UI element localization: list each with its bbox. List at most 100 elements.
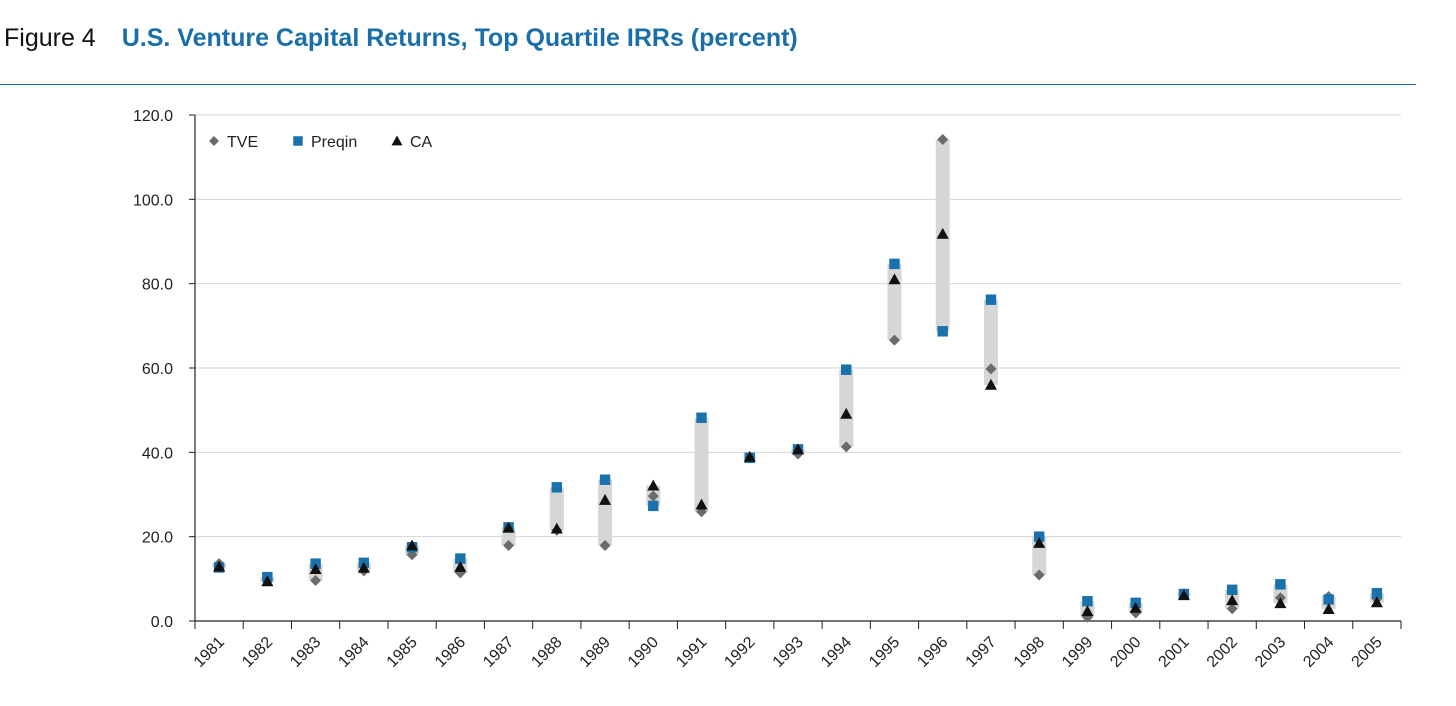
x-tick-label: 1997: [963, 634, 1000, 671]
x-tick-label: 1985: [384, 634, 421, 671]
figure-label: Figure 4: [4, 24, 96, 52]
tve-point: [985, 363, 997, 375]
x-tick-label: 2001: [1156, 634, 1193, 671]
gridlines: [195, 114, 1401, 538]
x-tick-label: 1981: [191, 634, 228, 671]
ca-point: [1177, 589, 1190, 601]
ca-point: [598, 493, 612, 505]
ca-point: [1322, 603, 1335, 615]
x-tick-label: 1992: [721, 634, 758, 671]
ca-point: [1129, 601, 1142, 613]
x-tick-label: 1984: [335, 634, 372, 671]
range-bands: [212, 139, 1384, 618]
ca-point: [550, 522, 563, 534]
x-tick-label: 1991: [673, 634, 710, 671]
tve-point: [840, 441, 852, 453]
tve-legend-label: TVE: [227, 134, 258, 151]
preqin-legend-marker: [293, 136, 303, 146]
ca-point: [888, 273, 901, 285]
x-tick-label: 2004: [1300, 634, 1337, 671]
y-tick-label: 40.0: [142, 445, 173, 462]
tve-point: [310, 575, 322, 587]
x-tick-label: 1998: [1011, 634, 1048, 671]
x-tick-label: 1995: [866, 634, 903, 671]
preqin-point: [1033, 531, 1045, 542]
ca-point: [647, 479, 660, 491]
legend: TVE Preqin CA: [209, 134, 433, 151]
range-band: [598, 479, 613, 546]
ca-legend-marker: [391, 135, 403, 146]
x-tick-label: 1986: [432, 634, 469, 671]
ca-point: [1226, 594, 1239, 606]
ca-point: [1274, 597, 1287, 609]
series-marks: [213, 133, 1383, 623]
preqin-point: [696, 412, 707, 423]
ca-point: [406, 539, 419, 551]
ca-point: [1033, 536, 1046, 548]
y-tick-label: 100.0: [133, 192, 173, 209]
x-tick-label: 1990: [625, 634, 662, 671]
x-tick-label: 2005: [1349, 634, 1386, 671]
range-band: [549, 487, 564, 531]
ca-point: [840, 407, 853, 419]
x-tick-label: 1982: [239, 634, 276, 671]
ca-point: [357, 561, 370, 573]
x-tick-label: 1989: [577, 634, 614, 671]
tve-point: [1226, 603, 1238, 615]
x-tick-label: 1993: [770, 634, 807, 671]
ca-point: [261, 575, 274, 587]
tve-point: [599, 540, 611, 552]
tve-point: [888, 334, 900, 346]
preqin-point: [937, 326, 948, 337]
preqin-point: [1275, 579, 1286, 590]
ca-point: [791, 443, 805, 455]
x-tick-label: 1994: [818, 634, 855, 671]
x-tick-label: 2003: [1252, 634, 1289, 671]
y-axis-ticks: 0.0 20.0 40.0 60.0 80.0 100.0 120.0: [133, 108, 173, 631]
range-band: [983, 299, 998, 385]
preqin-point: [599, 474, 611, 485]
preqin-point: [551, 482, 563, 493]
x-tick-label: 2002: [1204, 634, 1241, 671]
x-tick-label: 2000: [1107, 634, 1144, 671]
preqin-point: [1082, 595, 1093, 607]
preqin-point: [985, 294, 997, 305]
preqin-legend-label: Preqin: [311, 134, 357, 151]
y-tick-label: 20.0: [142, 530, 173, 547]
y-tick-label: 80.0: [142, 277, 173, 294]
tve-point: [503, 540, 515, 552]
preqin-point: [1371, 587, 1383, 599]
preqin-point: [889, 258, 900, 270]
preqin-point: [841, 364, 852, 375]
tve-point: [647, 490, 659, 502]
range-band: [694, 417, 709, 512]
x-tick-label: 1987: [480, 634, 517, 671]
ca-point: [743, 450, 756, 462]
tve-point: [1033, 569, 1045, 581]
preqin-point: [455, 553, 466, 564]
y-tick-label: 60.0: [142, 361, 173, 378]
figure-title: U.S. Venture Capital Returns, Top Quarti…: [121, 24, 798, 52]
y-tick-label: 0.0: [151, 614, 173, 631]
header-divider: [0, 84, 1416, 85]
ca-point: [1370, 596, 1383, 608]
x-tick-label: 1996: [914, 634, 951, 671]
x-tick-label: 1999: [1059, 634, 1096, 671]
ca-point: [502, 521, 515, 533]
tve-legend-marker: [209, 136, 219, 146]
y-tick-label: 120.0: [133, 108, 173, 125]
axes: [189, 114, 1402, 629]
figure-header: Figure 4 U.S. Venture Capital Returns, T…: [4, 24, 798, 60]
ca-point: [309, 563, 322, 574]
x-tick-label: 1983: [287, 634, 324, 671]
ca-point: [695, 498, 708, 510]
preqin-point: [1226, 584, 1238, 596]
ca-point: [984, 378, 998, 390]
tve-point: [937, 133, 949, 145]
x-tick-label: 1988: [528, 634, 565, 671]
ca-point: [1081, 605, 1094, 617]
preqin-point: [648, 500, 659, 512]
ca-point: [454, 560, 467, 572]
ca-legend-label: CA: [410, 134, 433, 151]
